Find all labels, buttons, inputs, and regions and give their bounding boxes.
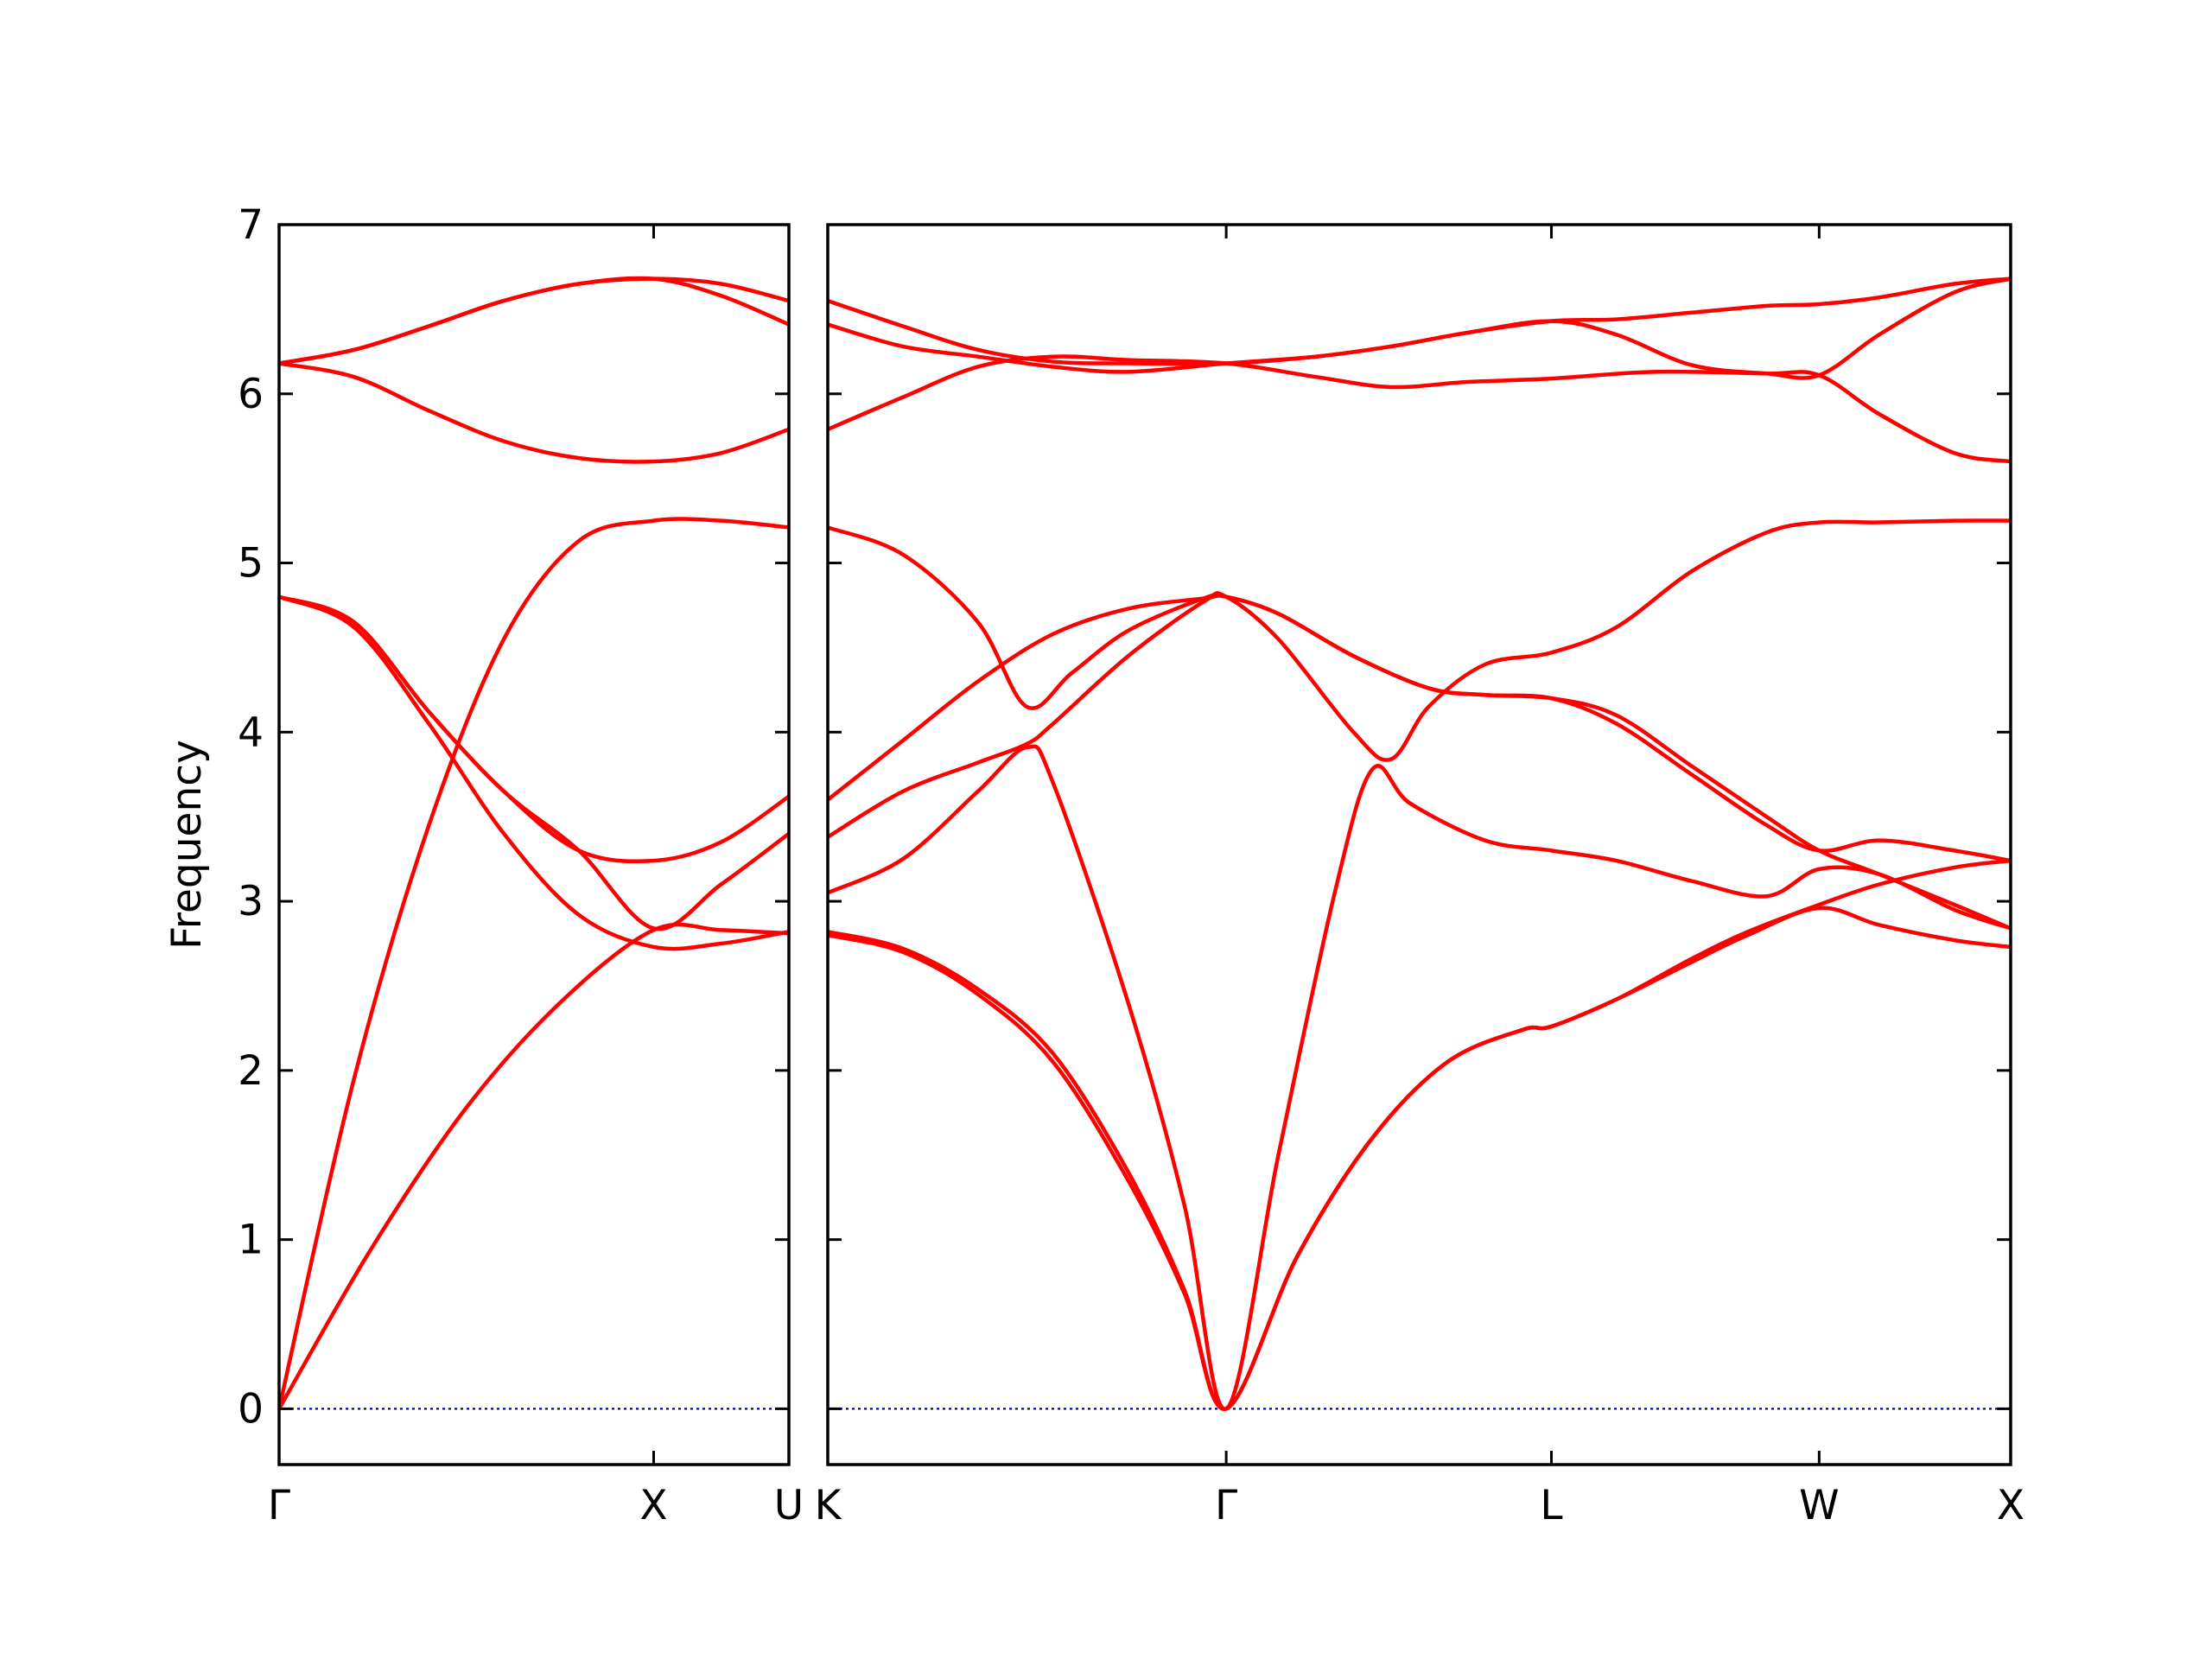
y-tick-label: 1 bbox=[238, 1217, 264, 1264]
band-line-5 bbox=[279, 594, 789, 931]
band-line-5 bbox=[828, 594, 2011, 863]
band-line-4 bbox=[279, 594, 789, 864]
x-tick-label: Γ bbox=[268, 1482, 290, 1529]
band-lines bbox=[828, 276, 2011, 1411]
panel-frame bbox=[826, 223, 2012, 1466]
y-tick-label: 3 bbox=[238, 878, 264, 925]
band-line-7 bbox=[828, 354, 2011, 464]
x-tick-label: K bbox=[815, 1482, 842, 1529]
x-tick-label: L bbox=[1540, 1482, 1562, 1529]
panel-frame bbox=[277, 223, 791, 1466]
x-tick-label: U bbox=[774, 1482, 804, 1529]
x-tick-label: X bbox=[1997, 1482, 2024, 1529]
band-line-2 bbox=[279, 517, 789, 1411]
chart-panel-1: 0 1 2 3 4 5 6 7 Γ X U bbox=[238, 201, 804, 1529]
y-tick-label: 7 bbox=[238, 201, 264, 249]
band-line-3 bbox=[279, 594, 789, 951]
y-axis-label: Frequency bbox=[163, 740, 211, 950]
band-line-6 bbox=[279, 361, 789, 464]
band-line-1 bbox=[279, 922, 789, 1411]
chart-panels: 0 1 2 3 4 5 6 7 Γ X U K Γ L W X bbox=[238, 201, 2024, 1529]
x-tick-label: X bbox=[639, 1482, 667, 1529]
band-line-8 bbox=[828, 276, 2011, 380]
band-line-1 bbox=[828, 858, 2011, 1411]
y-tick-label: 2 bbox=[238, 1047, 264, 1095]
band-line-9 bbox=[828, 276, 2011, 366]
band-line-4 bbox=[828, 518, 2011, 839]
band-line-6 bbox=[828, 525, 2011, 931]
band-line-8 bbox=[279, 276, 789, 365]
y-tick-label: 6 bbox=[238, 371, 264, 418]
x-tick-label: W bbox=[1799, 1482, 1839, 1529]
y-tick-label: 4 bbox=[238, 709, 264, 756]
band-line-2 bbox=[828, 906, 2011, 1411]
x-tick-label: Γ bbox=[1215, 1482, 1237, 1529]
y-tick-label: 5 bbox=[238, 540, 264, 588]
band-lines bbox=[279, 276, 789, 1411]
band-line-3 bbox=[828, 744, 2011, 1411]
y-tick-label: 0 bbox=[238, 1385, 264, 1433]
